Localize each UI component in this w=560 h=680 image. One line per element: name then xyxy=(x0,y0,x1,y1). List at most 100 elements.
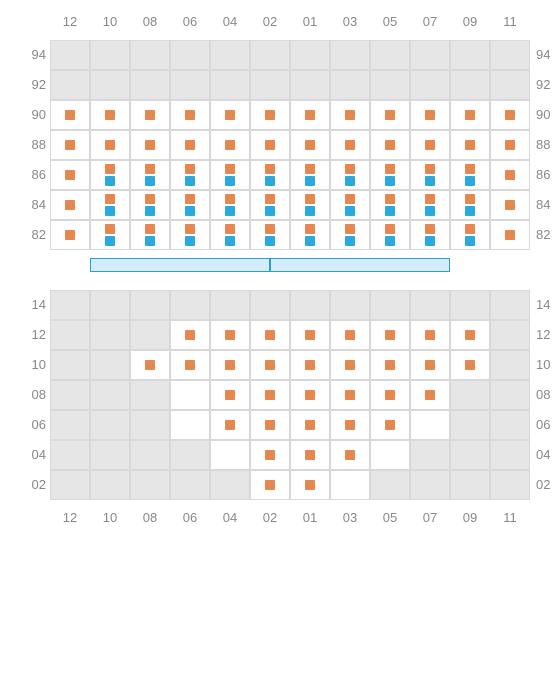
row-label-right: 94 xyxy=(536,47,560,62)
seat-marker-orange-icon xyxy=(305,110,315,120)
seat-marker-blue-icon xyxy=(105,236,115,246)
seat-marker-orange-icon xyxy=(185,110,195,120)
seat-marker-orange-icon xyxy=(345,360,355,370)
empty-cell xyxy=(410,440,450,470)
empty-cell xyxy=(410,470,450,500)
empty-cell xyxy=(170,40,210,70)
col-label-top: 01 xyxy=(290,14,330,29)
col-label-bottom: 06 xyxy=(170,510,210,525)
empty-cell xyxy=(450,470,490,500)
empty-cell xyxy=(90,320,130,350)
empty-cell xyxy=(210,40,250,70)
row-label-left: 92 xyxy=(18,77,46,92)
seat-marker-orange-icon xyxy=(185,140,195,150)
seat-marker-orange-icon xyxy=(105,164,115,174)
empty-cell xyxy=(490,350,530,380)
seat-marker-orange-icon xyxy=(305,224,315,234)
seat-marker-orange-icon xyxy=(305,390,315,400)
seat-marker-orange-icon xyxy=(345,110,355,120)
seat-marker-orange-icon xyxy=(345,390,355,400)
empty-cell xyxy=(450,290,490,320)
seat-marker-orange-icon xyxy=(65,140,75,150)
col-label-top: 07 xyxy=(410,14,450,29)
seat-marker-orange-icon xyxy=(465,330,475,340)
empty-cell xyxy=(210,70,250,100)
seat-marker-orange-icon xyxy=(65,200,75,210)
seat-marker-orange-icon xyxy=(385,420,395,430)
empty-cell xyxy=(250,290,290,320)
empty-cell xyxy=(90,440,130,470)
seat-marker-orange-icon xyxy=(385,164,395,174)
seat-marker-orange-icon xyxy=(105,110,115,120)
seat-marker-orange-icon xyxy=(305,164,315,174)
col-label-top: 06 xyxy=(170,14,210,29)
col-label-top: 10 xyxy=(90,14,130,29)
seat-marker-orange-icon xyxy=(265,360,275,370)
aisle-cell xyxy=(330,470,370,500)
empty-cell xyxy=(130,70,170,100)
seat-marker-orange-icon xyxy=(225,110,235,120)
seat-marker-orange-icon xyxy=(265,420,275,430)
empty-cell xyxy=(130,410,170,440)
seat-marker-orange-icon xyxy=(385,330,395,340)
seat-marker-orange-icon xyxy=(465,110,475,120)
col-label-bottom: 08 xyxy=(130,510,170,525)
empty-cell xyxy=(370,290,410,320)
seat-marker-blue-icon xyxy=(185,236,195,246)
seat-marker-blue-icon xyxy=(225,206,235,216)
seat-marker-blue-icon xyxy=(105,176,115,186)
row-label-right: 88 xyxy=(536,137,560,152)
seat-marker-orange-icon xyxy=(225,360,235,370)
empty-cell xyxy=(50,70,90,100)
seat-marker-orange-icon xyxy=(465,360,475,370)
col-label-bottom: 09 xyxy=(450,510,490,525)
seat-marker-orange-icon xyxy=(305,140,315,150)
row-label-left: 86 xyxy=(18,167,46,182)
row-label-left: 90 xyxy=(18,107,46,122)
seat-marker-orange-icon xyxy=(465,140,475,150)
seat-marker-orange-icon xyxy=(265,480,275,490)
seat-marker-blue-icon xyxy=(385,176,395,186)
seat-marker-blue-icon xyxy=(145,236,155,246)
empty-cell xyxy=(90,380,130,410)
seat-marker-orange-icon xyxy=(385,110,395,120)
row-label-right: 02 xyxy=(536,477,560,492)
seat-marker-orange-icon xyxy=(345,140,355,150)
seat-marker-orange-icon xyxy=(225,390,235,400)
seat-marker-orange-icon xyxy=(345,450,355,460)
empty-cell xyxy=(370,70,410,100)
seat-marker-orange-icon xyxy=(425,330,435,340)
empty-cell xyxy=(130,320,170,350)
empty-cell xyxy=(90,70,130,100)
seat-marker-orange-icon xyxy=(185,194,195,204)
seat-marker-orange-icon xyxy=(305,194,315,204)
seat-marker-orange-icon xyxy=(345,224,355,234)
empty-cell xyxy=(90,290,130,320)
seat-marker-orange-icon xyxy=(225,420,235,430)
empty-cell xyxy=(170,290,210,320)
seat-marker-blue-icon xyxy=(265,176,275,186)
seat-marker-blue-icon xyxy=(185,206,195,216)
empty-cell xyxy=(290,40,330,70)
row-label-left: 14 xyxy=(18,297,46,312)
empty-cell xyxy=(490,70,530,100)
empty-cell xyxy=(90,350,130,380)
seat-marker-orange-icon xyxy=(465,224,475,234)
empty-cell xyxy=(90,470,130,500)
empty-cell xyxy=(330,70,370,100)
seat-marker-orange-icon xyxy=(65,230,75,240)
row-label-left: 10 xyxy=(18,357,46,372)
aisle-cell xyxy=(370,440,410,470)
col-label-bottom: 01 xyxy=(290,510,330,525)
empty-cell xyxy=(490,440,530,470)
seat-marker-orange-icon xyxy=(225,140,235,150)
seat-marker-orange-icon xyxy=(345,330,355,340)
aisle-cell xyxy=(170,380,210,410)
seat-marker-blue-icon xyxy=(465,176,475,186)
seat-marker-blue-icon xyxy=(145,176,155,186)
row-label-right: 86 xyxy=(536,167,560,182)
empty-cell xyxy=(290,290,330,320)
seat-marker-orange-icon xyxy=(385,224,395,234)
col-label-top: 03 xyxy=(330,14,370,29)
seat-marker-blue-icon xyxy=(305,176,315,186)
